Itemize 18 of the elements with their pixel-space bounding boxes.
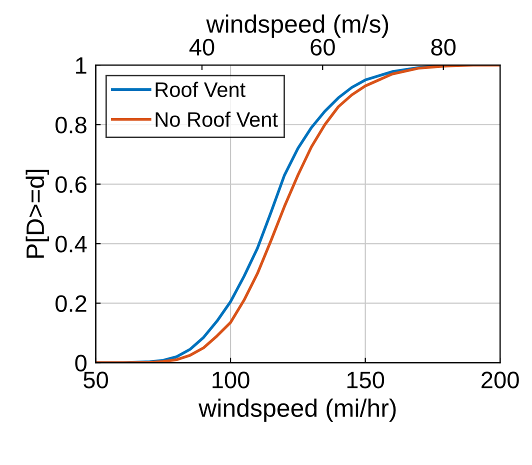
- y-tick-label: 0.4: [56, 236, 87, 252]
- y-tick-label: 0.2: [56, 295, 86, 312]
- legend-label: Roof Vent: [156, 82, 246, 98]
- x2-tick-label: 80: [431, 38, 456, 56]
- x2-tick-label: 60: [310, 38, 335, 56]
- y-tick-label: 1: [76, 57, 86, 74]
- x2-axis-title: windspeed (m/s): [206, 14, 388, 38]
- x-tick-label: 50: [84, 372, 108, 388]
- legend-label: No Roof Vent: [156, 112, 278, 127]
- x-tick-label: 200: [482, 372, 519, 388]
- y-axis-title: P[D>=d]: [26, 170, 50, 258]
- x-tick-label: 100: [212, 372, 250, 388]
- y-tick-label: 0.8: [56, 116, 86, 134]
- x-axis-title: windspeed (mi/hr): [198, 398, 396, 422]
- y-tick-label: 0.6: [56, 176, 86, 193]
- x-tick-label: 150: [347, 372, 384, 388]
- y-tick-label: 0: [75, 354, 87, 372]
- x2-tick-label: 40: [189, 38, 214, 56]
